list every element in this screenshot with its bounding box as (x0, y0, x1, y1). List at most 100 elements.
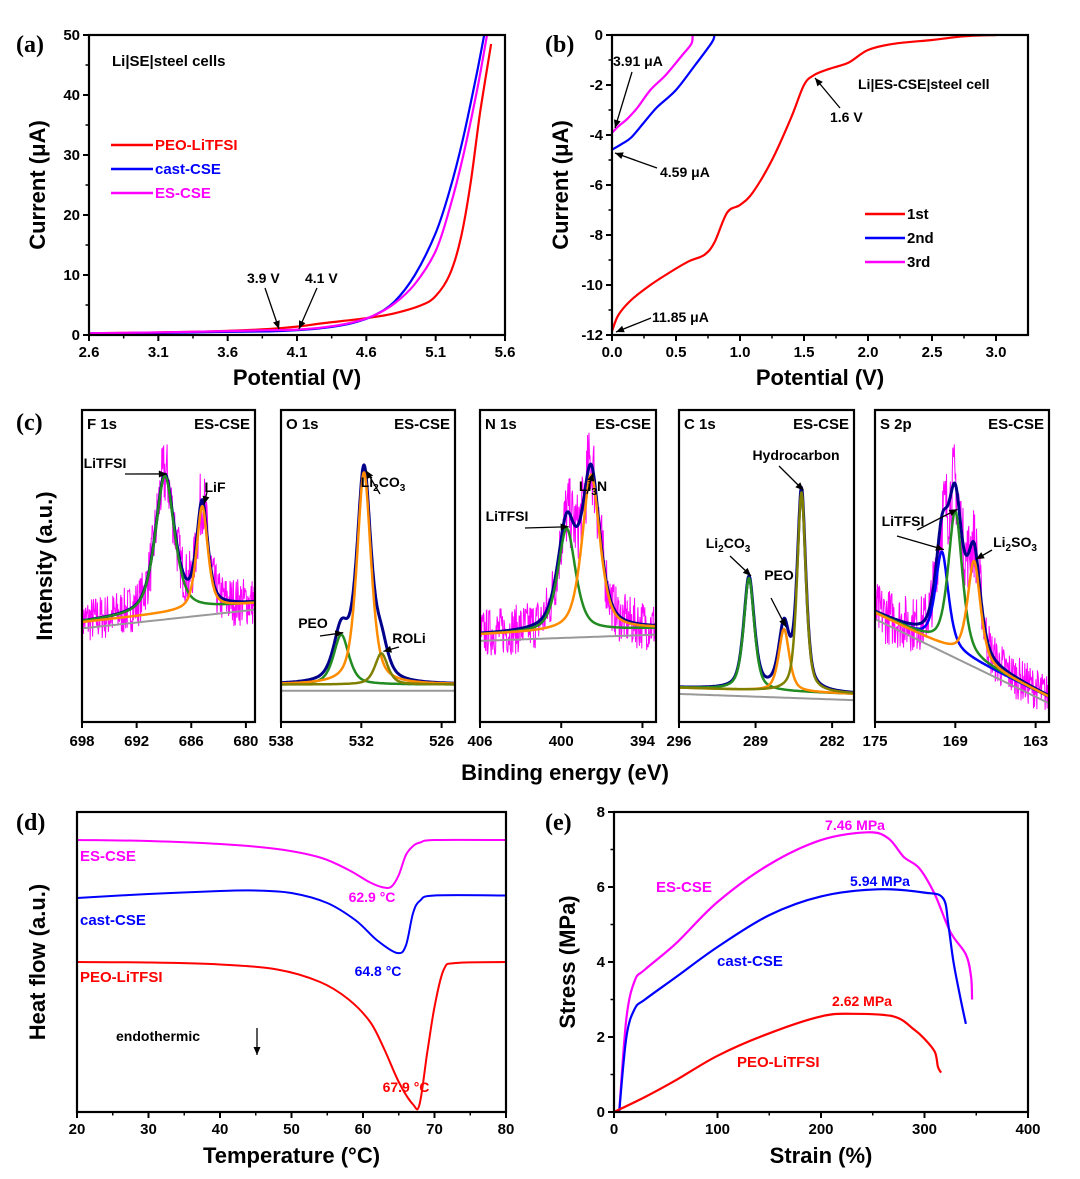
panel-label-e: (e) (545, 810, 572, 836)
xps-subplot-s-2p: 175 169 163 S 2p ES-CSE LiTFSI Li2​SO3​ (862, 408, 1051, 750)
series-cast-cse (88, 34, 486, 335)
x-tick-label: 698 (69, 733, 94, 750)
y-tick-label: 30 (63, 147, 80, 164)
panel-d: (d) 20 30 40 50 60 70 80 Temperature (°C) Heat fl… (16, 810, 514, 1168)
y-axis-label: Current (μA) (548, 120, 573, 250)
arrow-head-icon (795, 482, 804, 491)
x-tick-label: 175 (862, 733, 887, 750)
x-tick-label: 2.5 (922, 344, 943, 361)
x-tick-label: 169 (943, 733, 968, 750)
xps-core-level-label: F 1s (87, 416, 117, 433)
axes-frame (677, 408, 856, 724)
y-tick-label: 0 (597, 1104, 605, 1121)
annotation-4-59ua: 4.59 μA (660, 164, 710, 180)
arrow-head-icon (383, 645, 393, 653)
x-tick-label: 680 (233, 733, 258, 750)
xps-peak-label: PEO (298, 615, 328, 631)
axes-frame (80, 408, 257, 724)
y-tick-label: -6 (590, 177, 603, 194)
arrow-head-icon (615, 152, 624, 159)
axes-frame (87, 33, 507, 337)
arrow-head-icon (613, 119, 621, 128)
xps-core-level-label: N 1s (485, 416, 517, 433)
arrow-head-icon (253, 1047, 261, 1055)
annotation-3-9v: 3.9 V (247, 270, 280, 286)
x-axis-label: Strain (%) (770, 1143, 873, 1168)
y-tick-label: -10 (581, 277, 603, 294)
x-tick-label: 2.0 (858, 344, 879, 361)
endothermic-label: endothermic (116, 1028, 200, 1044)
panel-label-b: (b) (545, 32, 574, 58)
y-tick-label: 50 (63, 27, 80, 44)
series-label: cast-CSE (717, 953, 783, 970)
xps-core-level-label: S 2p (880, 416, 912, 433)
x-tick-label: 50 (283, 1121, 300, 1138)
x-tick-label: 692 (124, 733, 149, 750)
xps-peak-label: Li2​CO3​ (706, 535, 751, 555)
y-tick-label: -2 (590, 77, 603, 94)
y-axis-label: Heat flow (a.u.) (25, 884, 50, 1040)
xps-envelope (480, 462, 657, 635)
y-axis-label: Stress (MPa) (555, 895, 580, 1028)
x-tick-label: 70 (426, 1121, 443, 1138)
series-es-cse (76, 838, 507, 890)
x-tick-label: 80 (498, 1121, 515, 1138)
series-label: cast-CSE (80, 912, 146, 929)
y-tick-label: 10 (63, 267, 80, 284)
annotation-arrow-3-91ua (614, 71, 633, 129)
arrow-head-icon (935, 544, 944, 551)
y-tick-label: -8 (590, 227, 603, 244)
axes-frame (279, 408, 457, 724)
x-tick-label: 526 (429, 733, 454, 750)
x-axis-label: Binding energy (eV) (461, 760, 669, 785)
x-tick-label: 282 (820, 733, 845, 750)
max-stress-label: 7.46 MPa (825, 817, 885, 833)
x-tick-label: 0 (610, 1121, 618, 1138)
x-tick-label: 5.6 (495, 344, 516, 361)
x-tick-label: 400 (1015, 1121, 1040, 1138)
xps-peak-label: LiF (205, 479, 226, 495)
panel-e: (e) 0 100 200 300 400 0 2 4 6 8 Strain (%) Stress (M… (545, 804, 1041, 1168)
max-stress-label: 5.94 MPa (850, 873, 910, 889)
x-tick-label: 4.6 (356, 344, 377, 361)
series-es-cse (618, 831, 974, 1113)
xps-envelope (679, 485, 855, 694)
xps-subplot-f-1s: 698 692 686 680 F 1s ES-CSE LiTFSI LiF (69, 408, 258, 750)
arrow-head-icon (815, 78, 823, 87)
arrow-head-icon (158, 470, 167, 478)
panel-label-a: (a) (16, 32, 44, 58)
xps-peak-label: LiTFSI (84, 455, 127, 471)
legend-label: 1st (907, 206, 929, 223)
xps-subplot-c-1s: 296 289 282 C 1s ES-CSE Li2​CO3​ PEO Hydrocarbo… (666, 408, 856, 750)
panel-label-c: (c) (16, 410, 43, 436)
panel-a: (a) 2.6 3.1 3.6 4.1 4.6 5.1 5.6 0 10 20 30 40 50 Poten… (16, 27, 515, 390)
arrow-head-icon (334, 630, 344, 638)
x-tick-label: 0.0 (602, 344, 623, 361)
xps-component-2 (678, 491, 855, 695)
annotation-1-6v: 1.6 V (830, 109, 863, 125)
legend-label: PEO-LiTFSI (155, 137, 238, 154)
arrow-head-icon (299, 320, 306, 329)
series-peo-litfsi (88, 43, 493, 335)
xps-sample-label: ES-CSE (595, 416, 651, 433)
max-stress-label: 2.62 MPa (832, 993, 892, 1009)
legend-label: cast-CSE (155, 161, 221, 178)
annotation-3-91ua: 3.91 μA (613, 53, 663, 69)
xps-peak-label: LiTFSI (882, 513, 925, 529)
xps-component-1 (280, 471, 455, 685)
y-tick-label: 6 (597, 879, 605, 896)
x-tick-label: 4.1 (287, 344, 308, 361)
panel-label-d: (d) (16, 810, 45, 836)
x-tick-label: 406 (467, 733, 492, 750)
series-label: PEO-LiTFSI (80, 969, 163, 986)
axes-frame (612, 810, 1030, 1114)
axes-frame (873, 408, 1051, 724)
x-tick-label: 289 (743, 733, 768, 750)
y-tick-label: -12 (581, 327, 603, 344)
xps-raw-data (479, 432, 657, 656)
x-tick-label: 163 (1023, 733, 1048, 750)
xps-peak-arrow (896, 535, 945, 551)
arrow-head-icon (202, 495, 210, 505)
series-1st (610, 33, 997, 332)
axes-frame (478, 408, 658, 724)
